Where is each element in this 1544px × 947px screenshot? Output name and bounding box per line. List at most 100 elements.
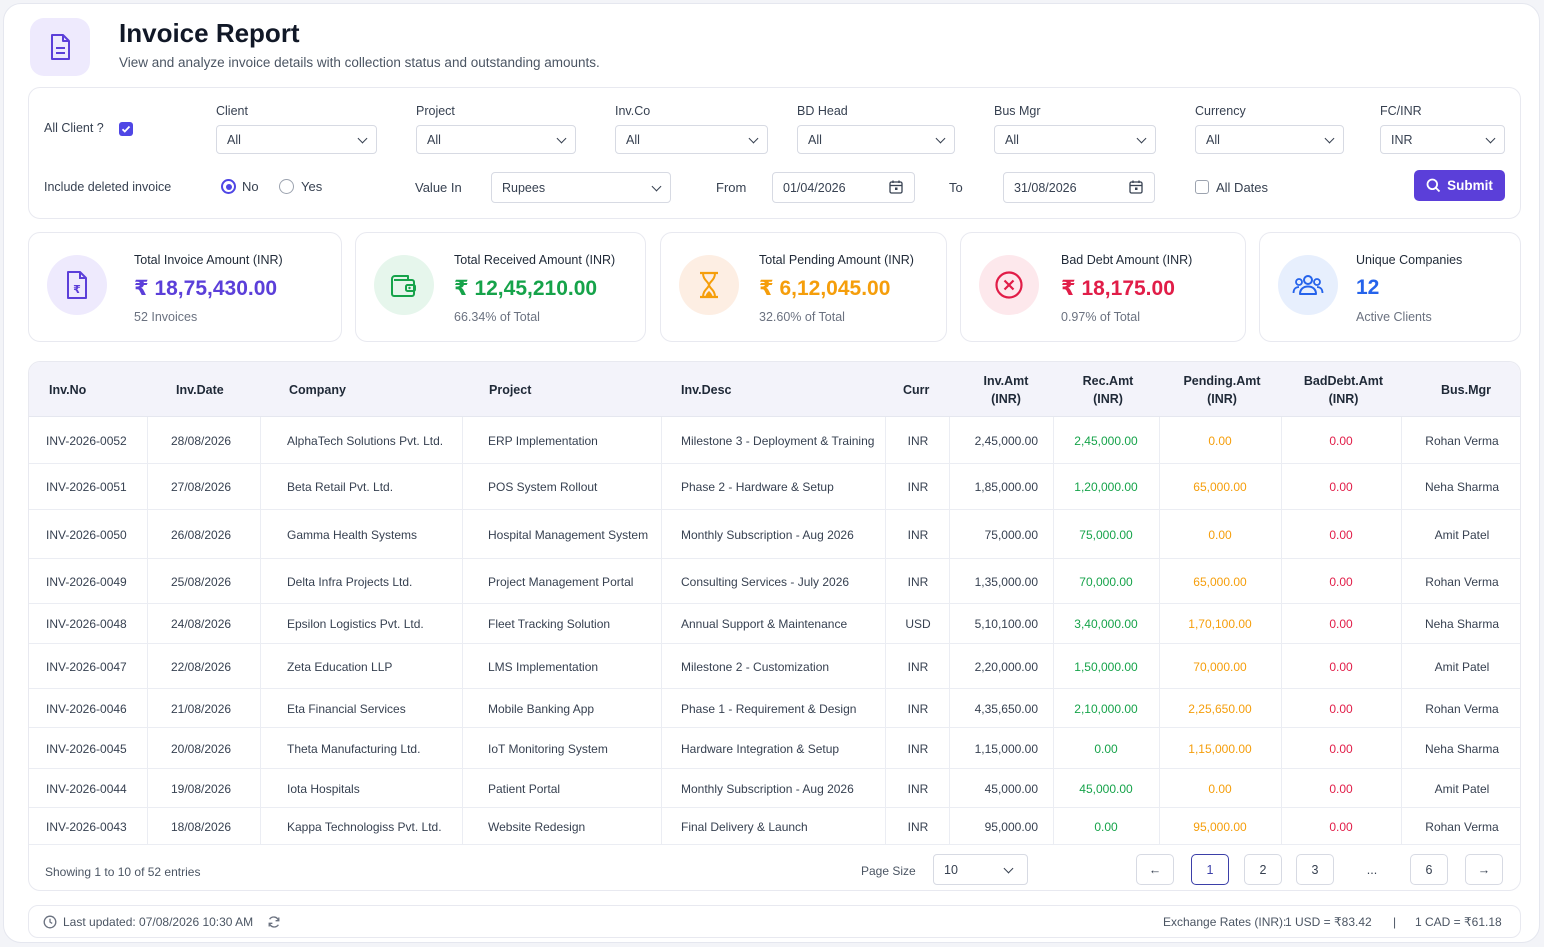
stat-card-total-invoice: ₹ Total Invoice Amount (INR) ₹ 18,75,430… [28,232,342,342]
calendar-icon[interactable] [1128,179,1144,195]
include-deleted-no-radio[interactable] [221,179,236,194]
page-size-select[interactable]: 10 [933,854,1028,885]
col-header-invamt[interactable]: Inv.Amt (INR) [966,372,1046,408]
all-client-checkbox[interactable] [119,122,133,136]
col-header-company[interactable]: Company [289,383,346,397]
refresh-icon[interactable] [267,915,281,929]
fcinr-select-value: INR [1391,132,1413,147]
cell-pending: 2,25,650.00 [1188,701,1252,716]
table-row[interactable]: INV-2026-0044 19/08/2026 Iota Hospitals Pat… [29,769,1520,808]
fcinr-select[interactable]: INR [1380,125,1505,154]
col-header-busmgr[interactable]: Bus.Mgr [1441,383,1491,397]
table-row[interactable]: INV-2026-0047 22/08/2026 Zeta Education LL… [29,644,1520,689]
column-divider [260,417,261,845]
from-date-value: 01/04/2026 [783,180,846,195]
col-header-invno[interactable]: Inv.No [49,383,87,397]
cell-curr: INR [907,701,929,716]
entries-info: Showing 1 to 10 of 52 entries [45,865,201,879]
cell-project: POS System Rollout [488,480,598,494]
col-header-pending[interactable]: Pending.Amt (INR) [1172,372,1272,408]
client-select[interactable]: All [216,125,377,154]
fcinr-label: FC/INR [1380,104,1422,118]
chevron-down-icon [651,181,662,192]
prev-page-button[interactable]: ← [1136,854,1174,885]
table-row[interactable]: INV-2026-0052 28/08/2026 AlphaTech Solutio… [29,417,1520,464]
table-row[interactable]: INV-2026-0045 20/08/2026 Theta Manufacturi… [29,728,1520,769]
hourglass-icon [679,255,739,315]
stat-label: Total Pending Amount (INR) [759,253,914,267]
page-button-2[interactable]: 2 [1244,854,1282,885]
cell-recamt: 75,000.00 [1079,527,1133,542]
value-in-select[interactable]: Rupees [491,172,671,203]
col-header-invdate[interactable]: Inv.Date [176,383,224,397]
cell-project: Project Management Portal [488,574,634,589]
cell-invamt: 2,20,000.00 [974,659,1038,674]
column-divider [1159,417,1160,845]
table-row[interactable]: INV-2026-0049 25/08/2026 Delta Infra Proje… [29,559,1520,604]
cell-pending: 65,000.00 [1193,480,1247,494]
cell-baddebt: 0.00 [1329,480,1353,494]
cell-project: Patient Portal [488,781,561,796]
cell-desc: Final Delivery & Launch [681,819,808,834]
currency-select-value: All [1206,132,1220,147]
cell-pending: 1,15,000.00 [1188,741,1252,756]
client-select-value: All [227,132,241,147]
table-row[interactable]: INV-2026-0051 27/08/2026 Beta Retail Pvt. … [29,464,1520,510]
to-date-input[interactable]: 31/08/2026 [1003,172,1155,203]
page-button-6[interactable]: 6 [1410,854,1448,885]
invco-select[interactable]: All [615,125,768,154]
bdhead-select[interactable]: All [797,125,955,154]
include-deleted-yes-radio[interactable] [279,179,294,194]
cell-recamt: 0.00 [1094,741,1118,756]
project-select[interactable]: All [416,125,576,154]
all-dates-checkbox[interactable] [1195,180,1209,194]
calendar-icon[interactable] [888,179,904,195]
col-header-recamt-line1: Rec.Amt [1082,374,1134,388]
page-ellipsis: ... [1353,854,1391,885]
stat-label: Bad Debt Amount (INR) [1061,253,1193,267]
page-button-3[interactable]: 3 [1296,854,1334,885]
table-row[interactable]: INV-2026-0048 24/08/2026 Epsilon Logistics… [29,604,1520,644]
col-header-curr[interactable]: Curr [903,383,930,397]
table-row[interactable]: INV-2026-0043 18/08/2026 Kappa Technologis… [29,808,1520,845]
busmgr-select-value: All [1005,132,1019,147]
cell-baddebt: 0.00 [1329,659,1353,674]
column-divider [1053,417,1054,845]
cell-date: 27/08/2026 [171,480,232,494]
col-header-invdesc[interactable]: Inv.Desc [681,383,732,397]
users-icon [1278,255,1338,315]
currency-select[interactable]: All [1195,125,1344,154]
rate-separator: | [1393,915,1397,929]
table-row[interactable]: INV-2026-0046 21/08/2026 Eta Financial Ser… [29,689,1520,728]
cell-desc: Phase 2 - Hardware & Setup [681,480,834,494]
cell-invno: INV-2026-0051 [46,480,127,494]
from-date-input[interactable]: 01/04/2026 [772,172,915,203]
cell-project: Website Redesign [488,819,586,834]
next-page-button[interactable]: → [1465,854,1503,885]
busmgr-select[interactable]: All [994,125,1156,154]
stat-card-total-received: Total Received Amount (INR) ₹ 12,45,210.… [355,232,646,342]
cell-company: AlphaTech Solutions Pvt. Ltd. [287,433,444,448]
column-divider [949,417,950,845]
cell-baddebt: 0.00 [1329,574,1353,589]
cell-baddebt: 0.00 [1329,527,1353,542]
cell-recamt: 2,10,000.00 [1074,701,1138,716]
col-header-pending-line2: (INR) [1207,392,1237,406]
cell-desc: Consulting Services - July 2026 [681,574,850,589]
page-button-1[interactable]: 1 [1191,854,1229,885]
stat-label: Unique Companies [1356,253,1463,267]
submit-button[interactable]: Submit [1414,170,1505,201]
cell-invno: INV-2026-0052 [46,433,127,448]
col-header-recamt[interactable]: Rec.Amt (INR) [1068,372,1148,408]
cell-invamt: 1,35,000.00 [974,574,1038,589]
table-row[interactable]: INV-2026-0050 26/08/2026 Gamma Health Syst… [29,510,1520,559]
col-header-project[interactable]: Project [489,383,532,397]
cell-mgr: Rohan Verma [1425,574,1499,589]
cell-date: 28/08/2026 [171,433,232,448]
stat-subtext: 0.97% of Total [1061,310,1140,324]
cell-date: 20/08/2026 [171,741,232,756]
cell-pending: 0.00 [1208,527,1232,542]
col-header-baddebt[interactable]: BadDebt.Amt (INR) [1291,372,1396,408]
cell-invamt: 5,10,100.00 [974,617,1038,631]
cell-mgr: Neha Sharma [1424,480,1500,494]
